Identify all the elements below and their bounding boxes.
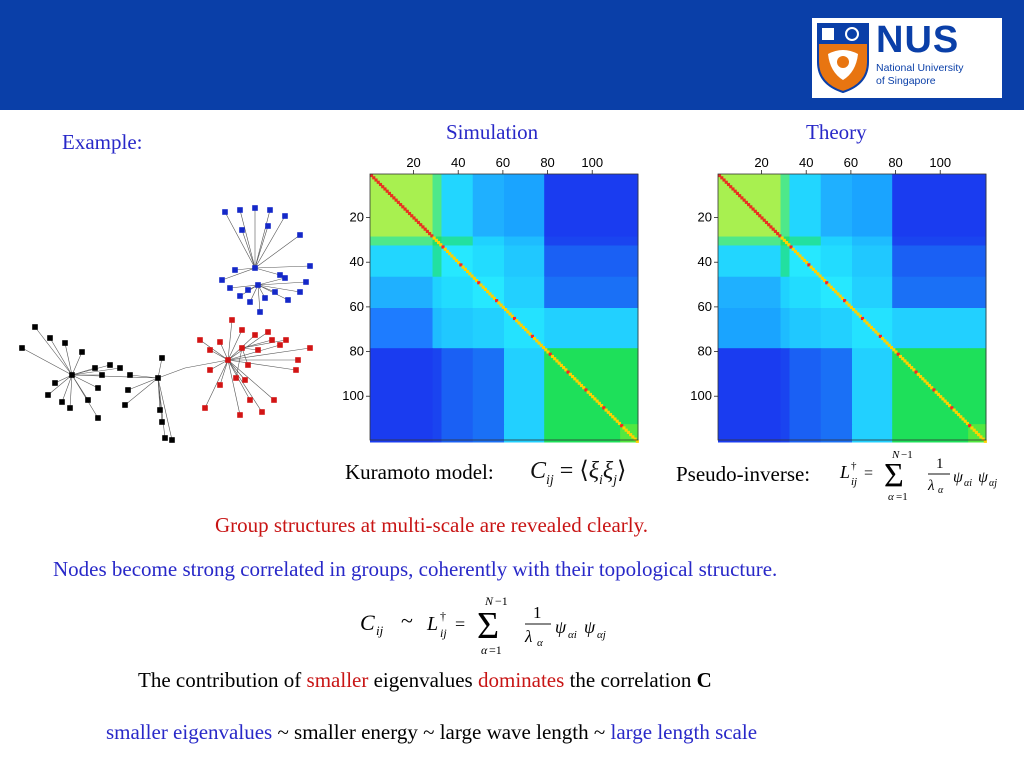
- logo-text: NUS: [876, 19, 960, 61]
- simulation-label: Simulation: [446, 120, 539, 144]
- theory-y-tick: 100: [690, 388, 712, 403]
- contribution-line: The contribution of smaller eigenvalues …: [138, 668, 712, 693]
- svg-text:ij: ij: [376, 623, 384, 638]
- svg-text:αi: αi: [964, 478, 972, 489]
- svg-text:=1: =1: [489, 643, 502, 657]
- svg-text:~: ~: [401, 608, 413, 633]
- theory-x-tick: 60: [844, 155, 858, 170]
- svg-text:ij: ij: [851, 476, 857, 488]
- svg-text:ψ: ψ: [978, 469, 989, 486]
- simulation-x-tick: 20: [406, 155, 420, 170]
- svg-text:ij: ij: [440, 626, 447, 640]
- theory-y-tick: 60: [698, 299, 712, 314]
- svg-text:αi: αi: [568, 629, 577, 641]
- svg-text:†: †: [440, 609, 446, 623]
- simulation-x-tick: 40: [451, 155, 465, 170]
- simulation-heatmap: 20 40 60 80 100 20 40 60 80 100: [342, 155, 639, 443]
- equivalence-formula: C ij ~ L † ij = N −1 Σ α =1 1 λ α ψ αi ψ…: [360, 594, 606, 657]
- simulation-x-tick: 80: [540, 155, 554, 170]
- theory-y-tick: 40: [698, 254, 712, 269]
- svg-text:α: α: [481, 643, 488, 657]
- svg-text:−1: −1: [495, 594, 508, 608]
- simulation-y-tick: 80: [350, 344, 364, 359]
- contribution-smaller: smaller: [306, 668, 369, 692]
- theory-x-tick: 20: [754, 155, 768, 170]
- scale-part3: large length scale: [610, 720, 758, 744]
- theory-label: Theory: [806, 120, 867, 144]
- simulation-y-tick: 100: [342, 388, 364, 403]
- example-label: Example:: [62, 130, 143, 154]
- simulation-y-tick: 20: [350, 210, 364, 225]
- svg-text:ψ: ψ: [584, 617, 596, 637]
- svg-text:αj: αj: [597, 629, 606, 641]
- svg-text:ψ: ψ: [953, 469, 964, 486]
- logo-subtitle-line1: National University: [876, 62, 964, 74]
- scale-line: smaller eigenvalues ~ smaller energy ~ l…: [106, 720, 757, 745]
- simulation-x-tick: 100: [581, 155, 603, 170]
- header-bar: NUS National University of Singapore: [0, 0, 1024, 110]
- theory-x-tick: 40: [799, 155, 813, 170]
- nodes-correlated-line: Nodes become strong correlated in groups…: [53, 557, 778, 581]
- svg-text:=: =: [864, 465, 873, 482]
- nus-shield-icon: [817, 23, 869, 94]
- theory-heatmap: 20 40 60 80 100 20 40 60 80 100: [690, 155, 987, 443]
- svg-text:L: L: [839, 462, 850, 482]
- contribution-part1: The contribution of: [138, 668, 307, 692]
- svg-text:−1: −1: [901, 449, 913, 461]
- contribution-part2: eigenvalues: [368, 668, 478, 692]
- scale-part1: smaller eigenvalues: [106, 720, 273, 744]
- svg-text:Σ: Σ: [477, 605, 499, 647]
- logo-subtitle: National University of Singapore: [876, 62, 964, 88]
- svg-text:L: L: [426, 613, 438, 635]
- svg-text:=: =: [455, 614, 465, 634]
- contribution-part3: the correlation: [564, 668, 697, 692]
- svg-text:=1: =1: [896, 491, 908, 503]
- svg-text:α: α: [938, 485, 944, 496]
- svg-text:α: α: [537, 637, 543, 649]
- simulation-y-tick: 60: [350, 299, 364, 314]
- contribution-c: C: [696, 668, 712, 692]
- kuramoto-label: Kuramoto model:: [345, 460, 494, 484]
- kuramoto-formula: Cij = ⟨ξiξj⟩: [530, 458, 627, 488]
- svg-text:λ: λ: [524, 627, 532, 646]
- pseudo-inverse-label: Pseudo-inverse:: [676, 462, 811, 486]
- svg-text:αj: αj: [989, 478, 997, 489]
- svg-text:C: C: [360, 610, 375, 635]
- contribution-dominates: dominates: [477, 668, 565, 692]
- svg-text:†: †: [851, 460, 857, 472]
- svg-text:1: 1: [533, 603, 542, 622]
- svg-text:ψ: ψ: [555, 617, 567, 637]
- svg-text:N: N: [484, 594, 494, 608]
- svg-text:N: N: [891, 449, 900, 461]
- svg-text:Σ: Σ: [884, 457, 904, 494]
- group-structures-line: Group structures at multi-scale are reve…: [215, 513, 649, 537]
- theory-x-tick: 100: [929, 155, 951, 170]
- pseudo-inverse-formula: L † ij = N −1 Σ α =1 1 λ α ψ αi ψ αj: [839, 449, 997, 503]
- scale-part2: ~ smaller energy ~ large wave length ~: [272, 720, 611, 744]
- logo-subtitle-line2: of Singapore: [876, 75, 936, 87]
- network-graph: [19, 205, 313, 443]
- theory-x-tick: 80: [888, 155, 902, 170]
- theory-y-tick: 20: [698, 210, 712, 225]
- nus-logo: NUS National University of Singapore: [812, 18, 1002, 98]
- theory-y-tick: 80: [698, 344, 712, 359]
- svg-text:1: 1: [936, 456, 944, 472]
- svg-text:λ: λ: [927, 478, 935, 494]
- svg-text:α: α: [888, 491, 894, 503]
- simulation-y-tick: 40: [350, 254, 364, 269]
- simulation-x-tick: 60: [496, 155, 510, 170]
